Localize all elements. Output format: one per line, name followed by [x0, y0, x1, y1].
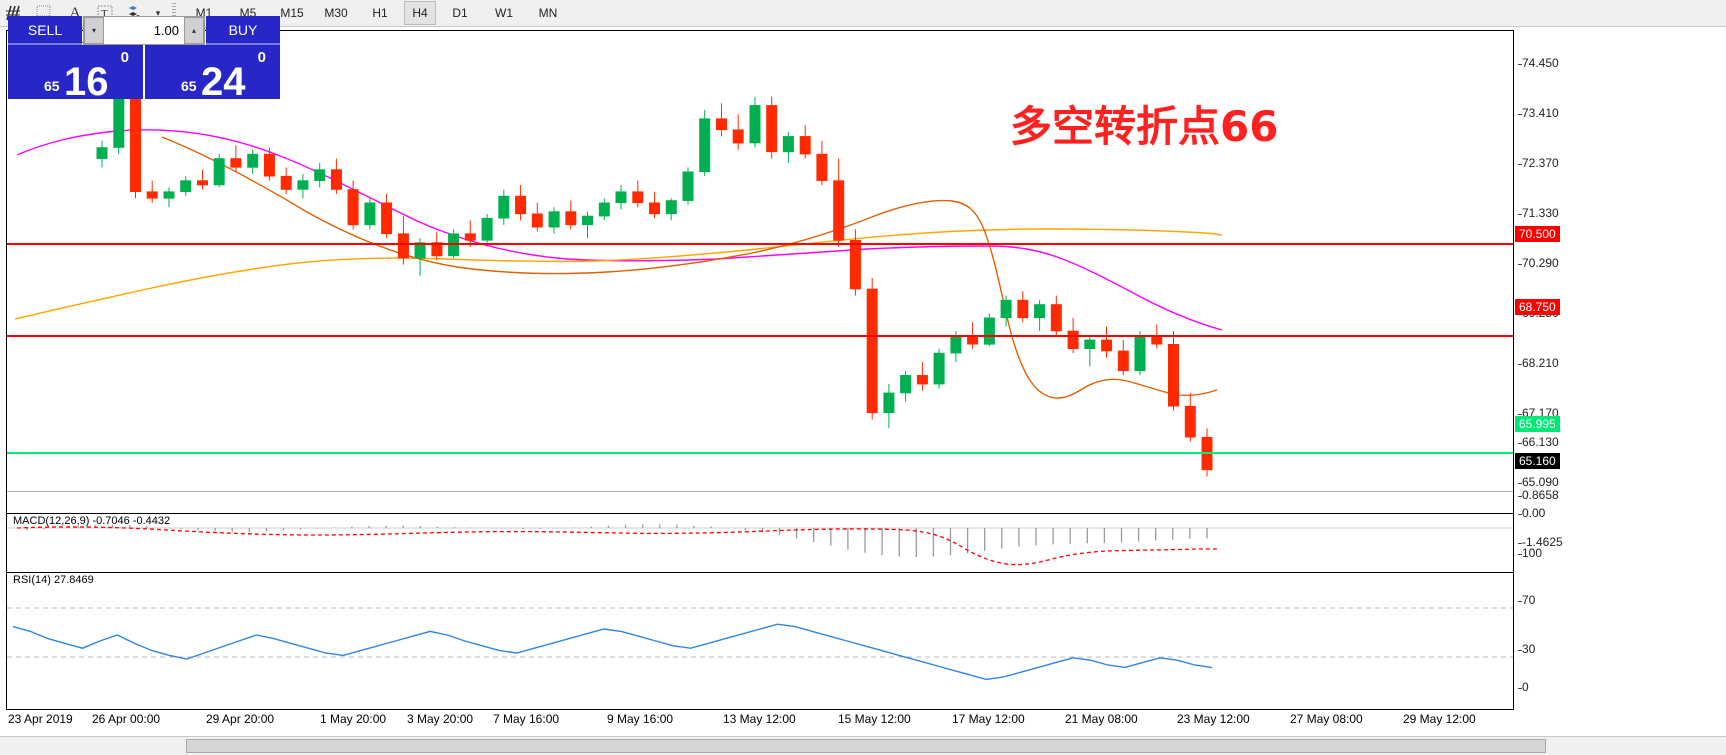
date-label-0: 23 Apr 2019	[8, 712, 73, 726]
macd-tick-max: 0.8658	[1518, 488, 1559, 502]
date-label-12: 27 May 08:00	[1290, 712, 1363, 726]
date-label-11: 23 May 12:00	[1177, 712, 1250, 726]
date-label-2: 29 Apr 20:00	[206, 712, 275, 726]
price-tick-65090: 65.090	[1518, 475, 1559, 489]
date-axis[interactable]: 23 Apr 2019 26 Apr 00:00 29 Apr 20:00 1 …	[0, 712, 1726, 734]
macd-chart-svg	[7, 524, 1520, 566]
horizontal-scrollbar[interactable]	[0, 736, 1726, 755]
date-label-9: 17 May 12:00	[952, 712, 1025, 726]
trade-price-row: 65 16 0 65 24 0	[8, 45, 280, 104]
macd-label: MACD(12,26,9) -0.7046 -0.4432	[13, 515, 171, 527]
price-tick-71330: 71.330	[1518, 206, 1559, 220]
text-icon[interactable]: A	[69, 4, 81, 21]
ma-orange-line	[14, 228, 1223, 320]
rsi-chart-svg	[7, 607, 1520, 681]
one-click-trading-panel[interactable]: SELL ▾ 1.00 ▴ BUY 65 16 0 65 24 0	[8, 16, 280, 104]
resistance-line-70500[interactable]	[7, 241, 1522, 246]
price-tick-66130: 66.130	[1518, 435, 1559, 449]
rsi-tick-30: 30	[1517, 642, 1536, 656]
ma-darkorange-line	[161, 136, 1218, 399]
support-line-65995[interactable]	[7, 450, 1522, 455]
chart-annotation: 多空转折点66	[1010, 102, 1279, 151]
rsi-pane[interactable]: RSI(14) 27.8469	[7, 572, 1719, 710]
date-label-10: 21 May 08:00	[1065, 712, 1138, 726]
volume-down-button[interactable]: ▾	[84, 17, 104, 44]
buy-price-prefix: 65	[181, 78, 197, 94]
timeframe-d1[interactable]: D1	[452, 6, 468, 20]
date-label-3: 1 May 20:00	[320, 712, 387, 726]
price-tick-73410: 73.410	[1518, 106, 1559, 120]
rsi-line	[12, 623, 1213, 681]
price-tag-current: 65.160	[1515, 453, 1560, 469]
price-tick-74450: 74.450	[1518, 56, 1559, 70]
sell-price-main: 16	[64, 60, 109, 104]
volume-input[interactable]: 1.00	[104, 17, 184, 44]
price-pane[interactable]	[7, 47, 1719, 511]
macd-histogram	[26, 524, 1208, 557]
macd-signal-line	[16, 526, 1217, 566]
macd-tick-min: -1.4625	[1518, 535, 1563, 549]
date-label-13: 29 May 12:00	[1403, 712, 1476, 726]
price-tag-68750[interactable]: 68.750	[1515, 299, 1560, 315]
svg-text:T: T	[101, 8, 108, 20]
scrollbar-thumb[interactable]	[186, 739, 1546, 753]
rsi-tick-70: 70	[1517, 593, 1536, 607]
timeframe-h1[interactable]: H1	[372, 6, 388, 20]
candlesticks	[96, 92, 1213, 477]
main-toolbar: E F A T ▾ M1 M5 M15 M30 H1 H4 D1 W1 MN	[0, 0, 1726, 27]
chevron-down-icon[interactable]: ▾	[155, 7, 161, 18]
date-label-7: 13 May 12:00	[723, 712, 796, 726]
chart-frame[interactable]: UKOil-,H4 65.160 65.200 65.010 65.160 多空…	[6, 30, 1720, 710]
date-label-6: 9 May 16:00	[607, 712, 674, 726]
price-chart-svg	[14, 92, 1223, 477]
sell-price-prefix: 65	[44, 78, 60, 94]
price-tag-65995[interactable]: 65.995	[1515, 416, 1560, 432]
trade-controls-row: SELL ▾ 1.00 ▴ BUY	[8, 16, 280, 45]
rsi-tick-0: 0	[1518, 680, 1529, 694]
macd-pane[interactable]: MACD(12,26,9) -0.7046 -0.4432	[7, 513, 1719, 572]
timeframe-h4[interactable]: H4	[404, 1, 436, 25]
buy-price-point: 0	[257, 49, 266, 66]
timeframe-m15[interactable]: M15	[280, 6, 304, 20]
timeframe-w1[interactable]: W1	[495, 6, 513, 20]
date-label-4: 3 May 20:00	[407, 712, 474, 726]
sell-button[interactable]: SELL	[8, 16, 82, 45]
buy-price-main: 24	[201, 60, 246, 104]
buy-price-box[interactable]: 65 24 0	[143, 45, 280, 104]
date-label-1: 26 Apr 00:00	[92, 712, 161, 726]
volume-stepper[interactable]: ▾ 1.00 ▴	[83, 16, 205, 45]
date-label-8: 15 May 12:00	[838, 712, 911, 726]
price-tick-72370: 72.370	[1518, 156, 1559, 170]
buy-button[interactable]: BUY	[206, 16, 280, 45]
toolbar-separator	[172, 3, 176, 23]
ma-magenta-line	[16, 129, 1223, 331]
date-label-5: 7 May 16:00	[493, 712, 560, 726]
sell-price-box[interactable]: 65 16 0	[8, 45, 143, 104]
support-line-68750[interactable]	[7, 333, 1522, 338]
price-tick-68210: 68.210	[1518, 356, 1559, 370]
macd-tick-zero: 0.00	[1517, 506, 1546, 520]
current-price-line	[7, 491, 1520, 492]
rsi-label: RSI(14) 27.8469	[13, 574, 94, 586]
timeframe-mn[interactable]: MN	[538, 6, 558, 20]
price-tick-70290: 70.290	[1518, 256, 1559, 270]
sell-price-point: 0	[120, 49, 129, 66]
volume-up-button[interactable]: ▴	[184, 17, 204, 44]
rsi-tick-100: 100	[1517, 546, 1543, 560]
price-scale[interactable]: 74.450 73.410 72.370 71.330 70.290 69.25…	[1513, 30, 1726, 710]
price-tag-70500[interactable]: 70.500	[1515, 226, 1560, 242]
timeframe-m30[interactable]: M30	[324, 6, 348, 20]
